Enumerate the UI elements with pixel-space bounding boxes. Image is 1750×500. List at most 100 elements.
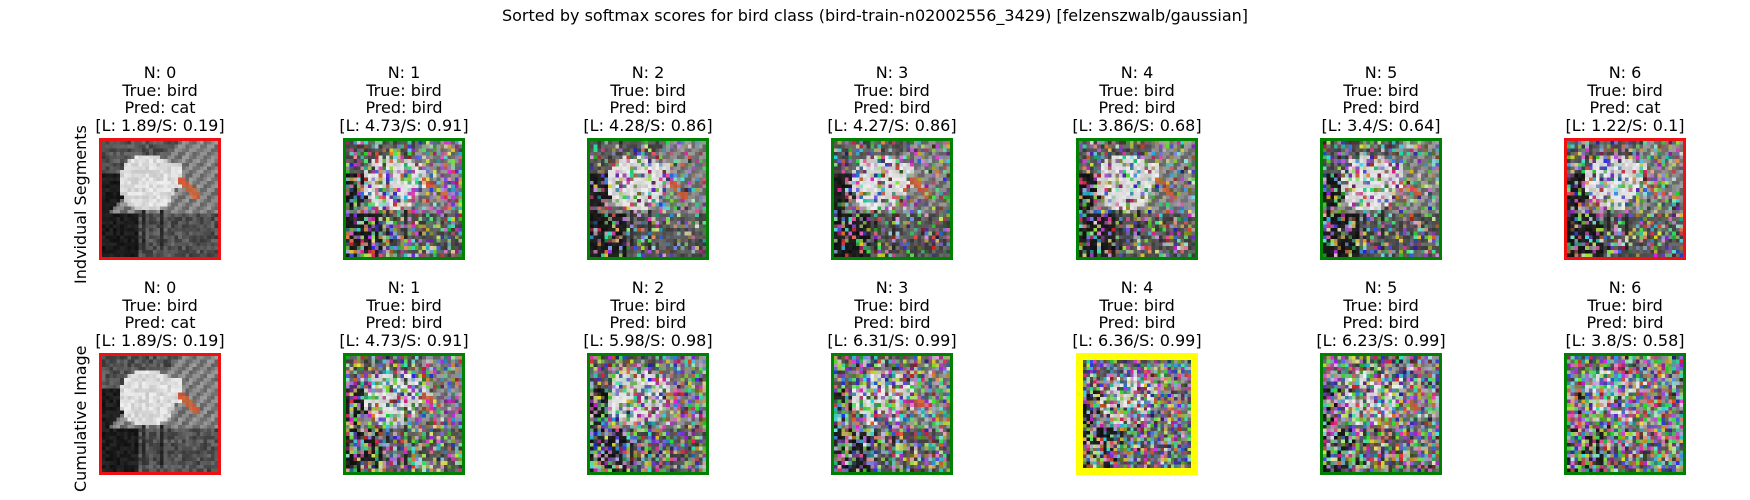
panel-individual-1: N: 1 True: bird Pred: bird [L: 4.73/S: 0.91… <box>304 64 504 134</box>
panel-index: N: 0 <box>143 278 177 297</box>
panel-pred-label: Pred: cat <box>1589 98 1661 117</box>
bird-image <box>590 141 706 257</box>
panel-pred-label: Pred: bird <box>853 313 931 332</box>
panel-scores: [L: 3.8/S: 0.58] <box>1565 330 1685 350</box>
bird-image <box>1323 356 1439 472</box>
panel-true-label: True: bird <box>366 295 442 315</box>
panel-index: N: 2 <box>631 278 665 297</box>
panel-index: N: 6 <box>1608 278 1642 297</box>
bird-image <box>346 141 462 257</box>
image-frame-wrong <box>1564 138 1686 260</box>
image-frame-correct <box>1564 353 1686 475</box>
panel-individual-6: N: 6 True: bird Pred: cat [L: 1.22/S: 0.1] <box>1525 64 1725 134</box>
panel-true-label: True: bird <box>610 295 686 315</box>
panel-scores: [L: 6.31/S: 0.99] <box>827 330 957 350</box>
panel-scores: [L: 6.36/S: 0.99] <box>1072 330 1202 350</box>
panel-scores: [L: 1.89/S: 0.19] <box>95 330 225 350</box>
panel-cumulative-0: N: 0 True: bird Pred: cat [L: 1.89/S: 0.19] <box>60 279 260 349</box>
panel-pred-label: Pred: bird <box>1342 98 1420 117</box>
panel-index: N: 3 <box>875 63 909 82</box>
panel-scores: [L: 6.23/S: 0.99] <box>1316 330 1446 350</box>
panel-scores: [L: 4.73/S: 0.91] <box>339 115 469 135</box>
panel-pred-label: Pred: bird <box>1098 313 1176 332</box>
bird-image <box>834 141 950 257</box>
panel-pred-label: Pred: bird <box>1098 98 1176 117</box>
panel-index: N: 1 <box>387 63 421 82</box>
panel-individual-5: N: 5 True: bird Pred: bird [L: 3.4/S: 0.64] <box>1281 64 1481 134</box>
bird-image <box>102 356 218 472</box>
panel-pred-label: Pred: bird <box>609 98 687 117</box>
panel-pred-label: Pred: bird <box>1586 313 1664 332</box>
panel-individual-2: N: 2 True: bird Pred: bird [L: 4.28/S: 0.86… <box>548 64 748 134</box>
panel-index: N: 6 <box>1608 63 1642 82</box>
image-frame-wrong <box>99 353 221 475</box>
bird-image <box>1567 141 1683 257</box>
image-frame-correct <box>587 353 709 475</box>
panel-pred-label: Pred: bird <box>609 313 687 332</box>
panel-true-label: True: bird <box>1099 295 1175 315</box>
panel-pred-label: Pred: cat <box>124 98 196 117</box>
row-label-individual: Indvidual Segments <box>71 125 90 284</box>
image-frame-correct <box>343 353 465 475</box>
bird-image <box>1567 356 1683 472</box>
panel-true-label: True: bird <box>854 80 930 100</box>
panel-index: N: 4 <box>1120 278 1154 297</box>
bird-image <box>1079 141 1195 257</box>
panel-true-label: True: bird <box>1343 80 1419 100</box>
image-frame-wrong <box>99 138 221 260</box>
panel-pred-label: Pred: bird <box>365 98 443 117</box>
panel-pred-label: Pred: bird <box>365 313 443 332</box>
panel-true-label: True: bird <box>366 80 442 100</box>
panel-index: N: 1 <box>387 278 421 297</box>
row-label-cumulative: Cumulative Image <box>71 345 90 492</box>
bird-image <box>1323 141 1439 257</box>
panel-cumulative-3: N: 3 True: bird Pred: bird [L: 6.31/S: 0.99… <box>792 279 992 349</box>
image-frame-correct <box>587 138 709 260</box>
panel-true-label: True: bird <box>1099 80 1175 100</box>
panel-index: N: 5 <box>1364 278 1398 297</box>
panel-cumulative-2: N: 2 True: bird Pred: bird [L: 5.98/S: 0.98… <box>548 279 748 349</box>
image-frame-correct <box>343 138 465 260</box>
panel-true-label: True: bird <box>610 80 686 100</box>
image-frame-correct <box>1076 138 1198 260</box>
panel-true-label: True: bird <box>1587 295 1663 315</box>
panel-index: N: 5 <box>1364 63 1398 82</box>
panel-pred-label: Pred: bird <box>853 98 931 117</box>
panel-cumulative-4: N: 4 True: bird Pred: bird [L: 6.36/S: 0.99… <box>1037 279 1237 349</box>
panel-individual-0: N: 0 True: bird Pred: cat [L: 1.89/S: 0.19] <box>60 64 260 134</box>
panel-scores: [L: 5.98/S: 0.98] <box>583 330 713 350</box>
panel-scores: [L: 3.86/S: 0.68] <box>1072 115 1202 135</box>
bird-image <box>102 141 218 257</box>
panel-pred-label: Pred: bird <box>1342 313 1420 332</box>
panel-index: N: 3 <box>875 278 909 297</box>
panel-scores: [L: 3.4/S: 0.64] <box>1321 115 1441 135</box>
panel-true-label: True: bird <box>1343 295 1419 315</box>
panel-scores: [L: 1.22/S: 0.1] <box>1565 115 1685 135</box>
panel-index: N: 0 <box>143 63 177 82</box>
bird-image <box>1083 360 1191 468</box>
figure-title: Sorted by softmax scores for bird class … <box>501 6 1248 25</box>
panel-true-label: True: bird <box>1587 80 1663 100</box>
image-frame-correct <box>831 138 953 260</box>
panel-individual-4: N: 4 True: bird Pred: bird [L: 3.86/S: 0.68… <box>1037 64 1237 134</box>
panel-index: N: 2 <box>631 63 665 82</box>
image-frame-correct <box>1320 138 1442 260</box>
image-frame-correct <box>831 353 953 475</box>
panel-scores: [L: 1.89/S: 0.19] <box>95 115 225 135</box>
panel-scores: [L: 4.28/S: 0.86] <box>583 115 713 135</box>
bird-image <box>346 356 462 472</box>
panel-scores: [L: 4.73/S: 0.91] <box>339 330 469 350</box>
panel-cumulative-5: N: 5 True: bird Pred: bird [L: 6.23/S: 0.99… <box>1281 279 1481 349</box>
panel-cumulative-1: N: 1 True: bird Pred: bird [L: 4.73/S: 0.91… <box>304 279 504 349</box>
bird-image <box>590 356 706 472</box>
panel-index: N: 4 <box>1120 63 1154 82</box>
bird-image <box>834 356 950 472</box>
panel-cumulative-6: N: 6 True: bird Pred: bird [L: 3.8/S: 0.58] <box>1525 279 1725 349</box>
panel-true-label: True: bird <box>122 80 198 100</box>
image-frame-best <box>1076 353 1198 475</box>
panel-true-label: True: bird <box>122 295 198 315</box>
panel-true-label: True: bird <box>854 295 930 315</box>
panel-pred-label: Pred: cat <box>124 313 196 332</box>
panel-individual-3: N: 3 True: bird Pred: bird [L: 4.27/S: 0.86… <box>792 64 992 134</box>
